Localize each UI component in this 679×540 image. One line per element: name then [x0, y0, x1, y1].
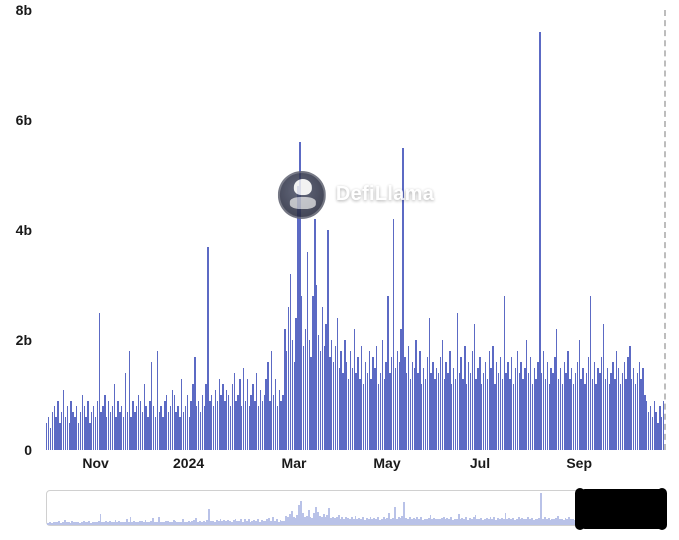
main-chart: DefiLlama [46, 10, 666, 450]
brush-handle-left[interactable] [575, 488, 585, 530]
x-tick-label: May [373, 455, 400, 471]
y-tick-label: 8b [16, 2, 32, 18]
brush-handle-right[interactable] [657, 488, 667, 530]
time-brush[interactable] [46, 490, 666, 526]
x-tick-label: Sep [566, 455, 592, 471]
y-tick-label: 4b [16, 222, 32, 238]
x-tick-label: Mar [282, 455, 307, 471]
y-tick-label: 0 [24, 442, 32, 458]
plot-area: DefiLlama [46, 10, 666, 450]
x-tick-label: Jul [470, 455, 490, 471]
x-tick-label: Nov [82, 455, 108, 471]
chart-right-border [664, 10, 666, 450]
brush-overview [47, 491, 665, 525]
brush-selection[interactable] [581, 489, 665, 529]
y-tick-label: 2b [16, 332, 32, 348]
x-tick-label: 2024 [173, 455, 204, 471]
y-axis: 02b4b6b8b [0, 10, 46, 450]
x-axis: Nov 2024 Mar May Jul Sep [46, 455, 666, 479]
bar-series [46, 10, 666, 450]
y-tick-label: 6b [16, 112, 32, 128]
